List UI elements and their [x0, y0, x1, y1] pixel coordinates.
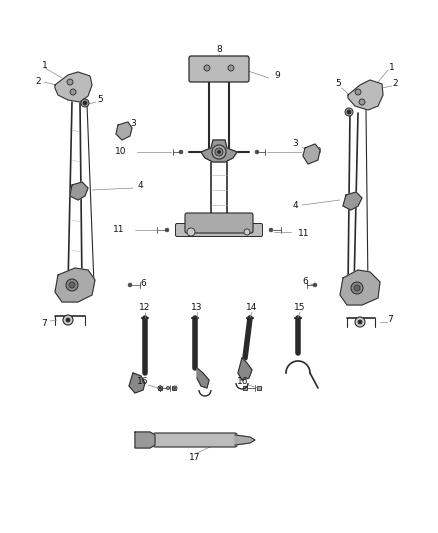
Circle shape — [158, 386, 162, 390]
Polygon shape — [197, 368, 209, 388]
Circle shape — [314, 284, 316, 286]
Circle shape — [269, 228, 273, 232]
Text: 11: 11 — [113, 225, 125, 235]
Circle shape — [351, 282, 363, 294]
Circle shape — [173, 386, 177, 390]
Text: 6: 6 — [302, 278, 308, 287]
Text: 2: 2 — [392, 79, 398, 88]
Circle shape — [244, 229, 250, 235]
Circle shape — [358, 320, 362, 324]
Circle shape — [158, 386, 162, 390]
Polygon shape — [340, 270, 380, 305]
Text: 4: 4 — [292, 200, 298, 209]
Polygon shape — [303, 144, 320, 164]
Circle shape — [180, 151, 182, 153]
Circle shape — [345, 108, 353, 116]
Circle shape — [129, 284, 131, 286]
Circle shape — [70, 89, 76, 95]
Polygon shape — [201, 140, 237, 162]
Text: 2: 2 — [35, 77, 41, 86]
Polygon shape — [235, 435, 255, 445]
Text: 1: 1 — [389, 62, 395, 71]
FancyBboxPatch shape — [189, 56, 249, 82]
Circle shape — [128, 283, 132, 287]
Text: 10: 10 — [311, 148, 323, 157]
Text: 1: 1 — [42, 61, 48, 69]
Polygon shape — [343, 192, 362, 210]
Circle shape — [218, 150, 220, 154]
Circle shape — [313, 283, 317, 287]
Circle shape — [66, 318, 70, 322]
Circle shape — [355, 89, 361, 95]
Polygon shape — [55, 72, 92, 102]
Text: 4: 4 — [137, 182, 143, 190]
Text: 6: 6 — [140, 279, 146, 287]
Polygon shape — [116, 122, 132, 140]
Circle shape — [67, 79, 73, 85]
Text: 16: 16 — [137, 377, 149, 386]
Circle shape — [228, 65, 234, 71]
Text: 5: 5 — [97, 95, 103, 104]
Circle shape — [69, 282, 75, 288]
Text: 5: 5 — [335, 79, 341, 88]
Text: 17: 17 — [189, 454, 201, 463]
Circle shape — [159, 387, 161, 389]
Text: 16: 16 — [237, 377, 249, 386]
FancyBboxPatch shape — [153, 433, 237, 447]
Circle shape — [215, 148, 223, 156]
Circle shape — [83, 101, 87, 105]
Circle shape — [359, 99, 365, 105]
Polygon shape — [348, 80, 383, 110]
Text: 12: 12 — [139, 303, 151, 312]
Circle shape — [63, 315, 73, 325]
Text: 11: 11 — [298, 229, 310, 238]
Polygon shape — [55, 268, 95, 302]
Text: 8: 8 — [216, 45, 222, 54]
Text: 3: 3 — [292, 139, 298, 148]
FancyBboxPatch shape — [176, 223, 262, 237]
Text: 14: 14 — [246, 303, 258, 312]
Circle shape — [212, 145, 226, 159]
Circle shape — [355, 317, 365, 327]
Circle shape — [174, 387, 176, 389]
Text: 7: 7 — [387, 316, 393, 325]
Circle shape — [166, 229, 168, 231]
Text: 3: 3 — [130, 119, 136, 128]
Circle shape — [179, 150, 183, 154]
Circle shape — [187, 228, 195, 236]
Circle shape — [354, 285, 360, 291]
Circle shape — [166, 386, 170, 390]
Circle shape — [255, 150, 259, 154]
Circle shape — [270, 229, 272, 231]
FancyBboxPatch shape — [185, 213, 253, 233]
Circle shape — [256, 151, 258, 153]
Text: 9: 9 — [274, 70, 280, 79]
Text: 13: 13 — [191, 303, 203, 312]
Polygon shape — [70, 182, 88, 200]
Circle shape — [159, 387, 161, 389]
Text: 7: 7 — [41, 319, 47, 327]
Polygon shape — [238, 358, 252, 380]
Text: 15: 15 — [294, 303, 306, 312]
Polygon shape — [135, 432, 155, 448]
Circle shape — [81, 99, 89, 107]
Circle shape — [204, 65, 210, 71]
Circle shape — [66, 279, 78, 291]
Text: 10: 10 — [115, 148, 127, 157]
Circle shape — [347, 110, 351, 114]
Circle shape — [165, 228, 169, 232]
Polygon shape — [129, 373, 145, 393]
